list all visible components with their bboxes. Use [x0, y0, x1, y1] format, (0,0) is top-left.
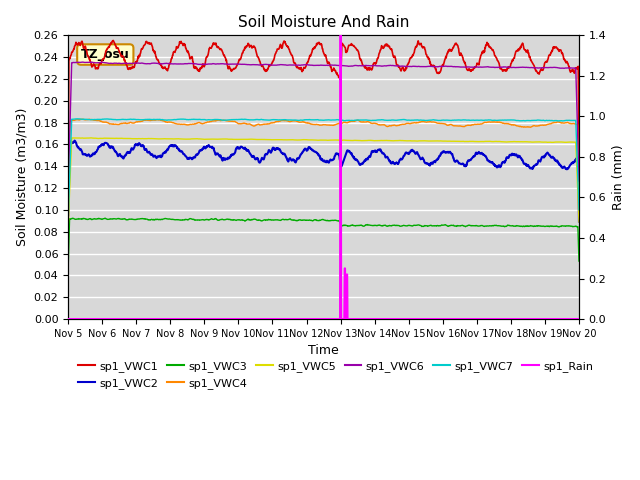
Legend: sp1_VWC1, sp1_VWC2, sp1_VWC3, sp1_VWC4, sp1_VWC5, sp1_VWC6, sp1_VWC7, sp1_Rain: sp1_VWC1, sp1_VWC2, sp1_VWC3, sp1_VWC4, … [74, 357, 598, 393]
X-axis label: Time: Time [308, 344, 339, 357]
Y-axis label: Rain (mm): Rain (mm) [612, 144, 625, 210]
Y-axis label: Soil Moisture (m3/m3): Soil Moisture (m3/m3) [15, 108, 28, 246]
Text: TZ_osu: TZ_osu [81, 48, 130, 61]
Title: Soil Moisture And Rain: Soil Moisture And Rain [238, 15, 409, 30]
